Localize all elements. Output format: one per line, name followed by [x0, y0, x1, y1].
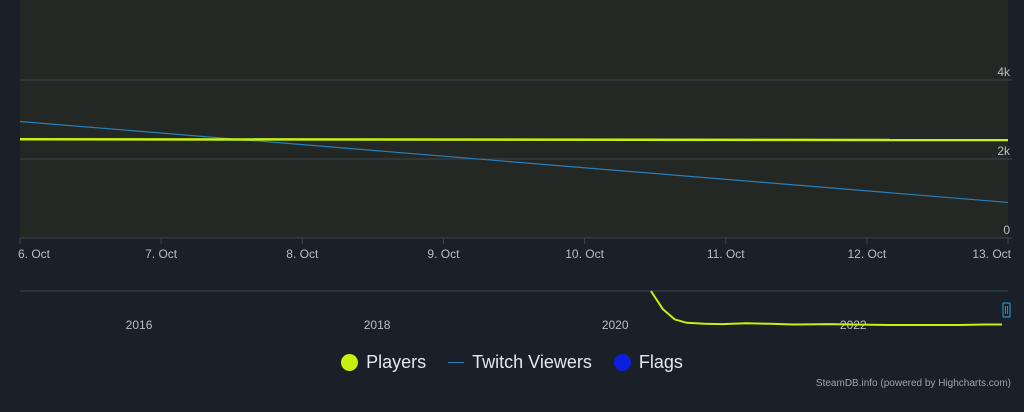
series-line-twitch-viewers — [19, 120, 1009, 204]
navigator-series-players — [650, 290, 1002, 326]
x-tick-label: 6. Oct — [18, 247, 51, 261]
legend-item-flags[interactable]: Flags — [613, 351, 683, 373]
x-tick-label: 12. Oct — [848, 247, 887, 261]
legend-label-flags: Flags — [638, 351, 683, 372]
navigator-tick-label: 2018 — [364, 318, 391, 332]
legend-item-players[interactable]: Players — [341, 352, 426, 373]
legend-swatch-twitch-viewers — [448, 361, 465, 363]
x-tick-label: 7. Oct — [145, 247, 178, 261]
series-line-players — [19, 138, 1009, 142]
x-tick-label: 10. Oct — [565, 247, 604, 261]
plot-area — [20, 0, 1008, 238]
legend-label-twitch-viewers: Twitch Viewers — [472, 351, 592, 372]
credits-link[interactable]: SteamDB.info (powered by Highcharts.com) — [815, 378, 1011, 389]
legend: Players Twitch Viewers Flags — [0, 348, 1024, 376]
navigator-tick-label: 2016 — [126, 318, 153, 332]
legend-item-twitch-viewers[interactable]: Twitch Viewers — [448, 352, 592, 373]
y-tick-label: 2k — [997, 144, 1011, 158]
legend-swatch-players — [341, 353, 359, 371]
x-tick-label: 11. Oct — [707, 247, 745, 261]
x-tick-label: 8. Oct — [286, 247, 319, 261]
x-tick-label: 13. Oct — [972, 247, 1011, 261]
navigator-tick-label: 2020 — [602, 318, 629, 332]
legend-swatch-flags — [613, 353, 631, 371]
y-tick-label: 0 — [1003, 223, 1010, 237]
legend-label-players: Players — [366, 351, 427, 372]
x-tick-label: 9. Oct — [427, 247, 460, 261]
navigator-handle-icon[interactable] — [1002, 302, 1011, 318]
y-tick-label: 4k — [997, 65, 1011, 79]
